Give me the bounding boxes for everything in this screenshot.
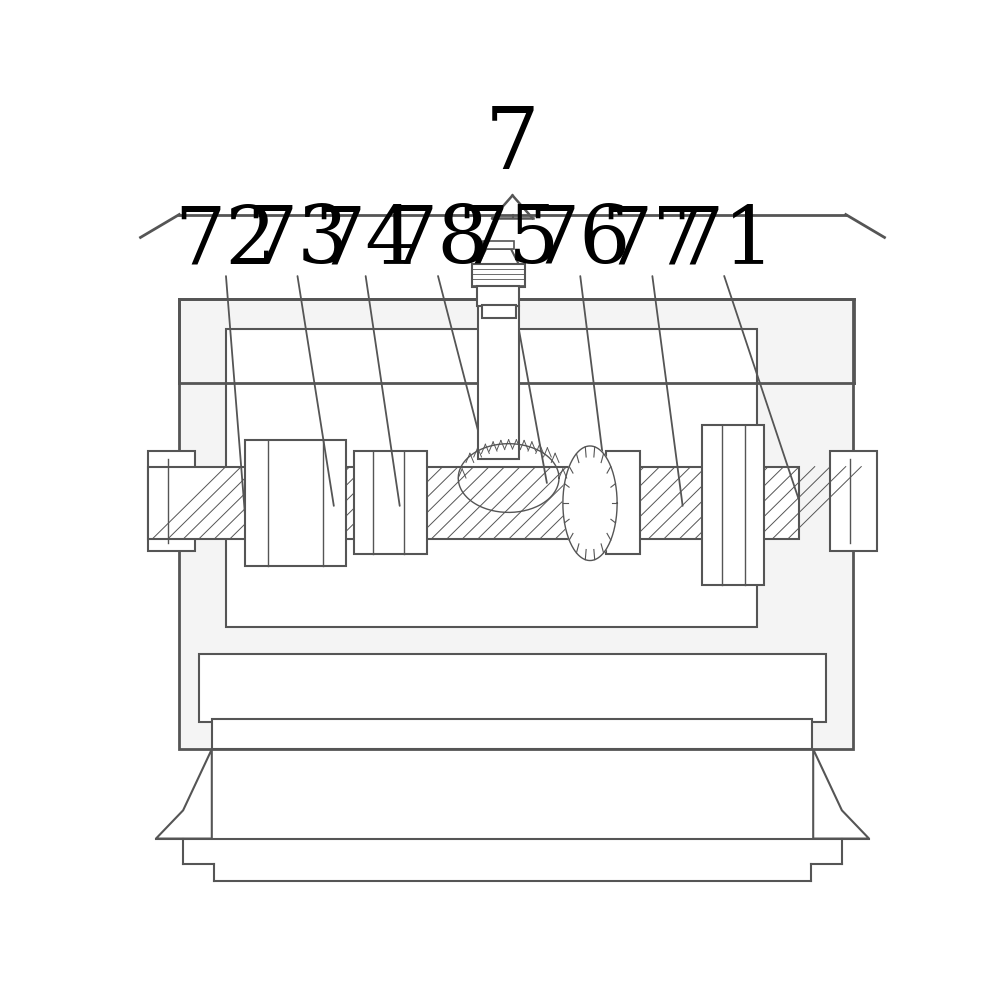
Bar xyxy=(483,241,514,249)
Text: 72: 72 xyxy=(175,202,277,281)
Text: 74: 74 xyxy=(314,202,416,281)
Bar xyxy=(702,425,764,585)
Bar xyxy=(354,451,427,555)
Bar xyxy=(226,329,757,627)
Text: 77: 77 xyxy=(601,202,703,281)
Bar xyxy=(477,286,519,307)
Bar xyxy=(199,654,826,722)
Polygon shape xyxy=(813,749,869,838)
Bar xyxy=(245,439,346,565)
Polygon shape xyxy=(563,446,617,560)
Bar xyxy=(606,451,640,555)
Polygon shape xyxy=(156,749,212,838)
Bar xyxy=(478,307,519,459)
Bar xyxy=(148,451,195,551)
Bar xyxy=(482,306,516,317)
Bar xyxy=(472,264,525,287)
Bar xyxy=(212,718,812,749)
Text: 71: 71 xyxy=(672,202,775,281)
Text: 76: 76 xyxy=(529,202,631,281)
Polygon shape xyxy=(478,249,519,264)
Text: 75: 75 xyxy=(457,202,560,281)
Bar xyxy=(830,451,877,551)
Text: 73: 73 xyxy=(246,202,348,281)
Bar xyxy=(148,466,799,540)
Bar xyxy=(179,299,853,749)
Text: 78: 78 xyxy=(386,202,489,281)
Text: 7: 7 xyxy=(485,104,540,187)
